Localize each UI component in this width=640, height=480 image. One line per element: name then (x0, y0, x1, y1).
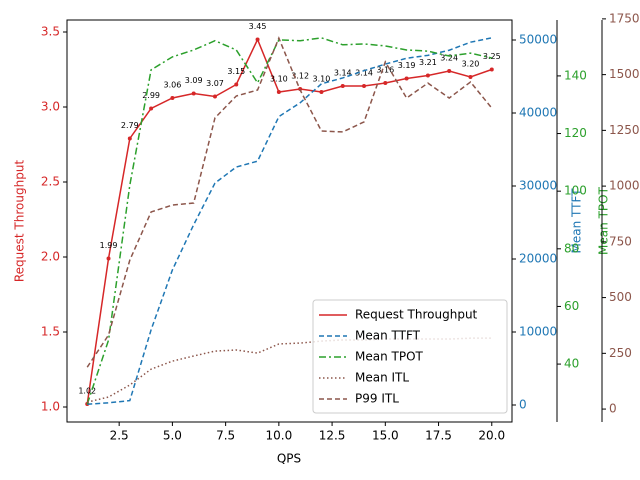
x-tick-label: 10.0 (265, 429, 292, 443)
data-label: 3.19 (398, 61, 416, 70)
plot-frame (66, 19, 513, 423)
y-axis-label: Request Throughput (13, 160, 27, 283)
data-label: 3.09 (185, 76, 203, 85)
series-line (86, 37, 493, 405)
y-tick-label: 80 (564, 241, 579, 255)
y-tick-label: 40 (564, 357, 579, 371)
legend-label: Request Throughput (355, 308, 478, 322)
data-label: 3.24 (440, 54, 458, 63)
series-line (87, 337, 492, 403)
series-line (86, 36, 493, 368)
x-tick-label: 20.0 (478, 429, 505, 443)
legend-box (312, 299, 508, 414)
data-point (170, 96, 175, 100)
data-label: 3.16 (376, 66, 394, 75)
data-point (191, 91, 196, 96)
data-point (383, 81, 388, 85)
data-point (404, 76, 409, 81)
y2-axis-label: Mean TTFT (570, 188, 584, 254)
data-label: 2.99 (142, 91, 160, 100)
y-tick-label: 0 (519, 397, 527, 411)
y-tick-label: 1000 (609, 179, 640, 193)
legend-label: Mean TTFT (355, 329, 421, 343)
data-label: 3.14 (355, 69, 373, 78)
data-label: 3.20 (462, 60, 480, 69)
x-tick-label: 2.5 (110, 429, 129, 443)
y-tick-label: 40000 (519, 105, 557, 119)
data-point (489, 67, 494, 72)
data-point (255, 37, 260, 42)
y-tick-label: 0 (609, 402, 617, 416)
x-tick-label: 7.5 (216, 429, 235, 443)
legend-label: Mean TPOT (355, 350, 424, 364)
y-tick-label: 100 (564, 184, 587, 198)
x-tick-label: 17.5 (425, 429, 452, 443)
data-point (106, 256, 111, 261)
y-tick-label: 1.5 (41, 325, 60, 339)
data-label: 3.07 (206, 79, 224, 88)
data-label: 3.15 (227, 67, 245, 76)
y-tick-label: 140 (564, 68, 587, 82)
data-label: 3.25 (483, 52, 501, 61)
series-line (87, 37, 492, 406)
data-label: 3.21 (419, 58, 437, 67)
data-point (447, 69, 452, 73)
data-label: 3.10 (270, 75, 288, 84)
data-label: 1.99 (100, 241, 118, 250)
y-tick-label: 3.0 (41, 100, 60, 114)
data-label: 3.10 (313, 75, 331, 84)
x-tick-label: 15.0 (372, 429, 399, 443)
y-tick-label: 120 (564, 126, 587, 140)
y-tick-label: 60 (564, 299, 579, 313)
data-label: 3.45 (249, 22, 267, 31)
y-tick-label: 1500 (609, 67, 640, 81)
data-label: 3.06 (163, 81, 181, 90)
series-line (86, 37, 492, 405)
x-tick-label: 12.5 (319, 429, 346, 443)
data-point (340, 84, 345, 88)
y-tick-label: 2.5 (41, 175, 60, 189)
x-tick-label: 5.0 (163, 429, 182, 443)
y-tick-label: 250 (609, 346, 632, 360)
data-point (127, 136, 132, 141)
y-tick-label: 1.0 (41, 400, 60, 414)
data-point (319, 90, 324, 94)
data-point (276, 90, 281, 94)
data-point (425, 73, 430, 78)
data-point (149, 106, 154, 111)
data-point (468, 75, 473, 79)
y-tick-label: 1750 (609, 11, 640, 25)
data-label: 1.02 (78, 387, 96, 396)
data-label: 3.12 (291, 72, 309, 81)
legend-label: P99 ITL (355, 392, 399, 406)
data-label: 3.14 (334, 69, 352, 78)
y-tick-label: 750 (609, 234, 632, 248)
x-axis-label: QPS (277, 452, 301, 466)
data-point (362, 84, 367, 88)
y-tick-label: 10000 (519, 324, 557, 338)
y-tick-label: 50000 (519, 33, 557, 47)
legend-label: Mean ITL (355, 371, 409, 385)
data-label: 2.79 (121, 121, 139, 130)
y-tick-label: 2.0 (41, 250, 60, 264)
y-tick-label: 30000 (519, 178, 557, 192)
y-tick-label: 500 (609, 290, 632, 304)
y-tick-label: 20000 (519, 251, 557, 265)
y-tick-label: 3.5 (41, 25, 60, 39)
y-tick-label: 1250 (609, 123, 640, 137)
data-point (234, 82, 239, 87)
y3-axis-label: Mean TPOT (597, 186, 611, 255)
data-point (212, 94, 217, 99)
